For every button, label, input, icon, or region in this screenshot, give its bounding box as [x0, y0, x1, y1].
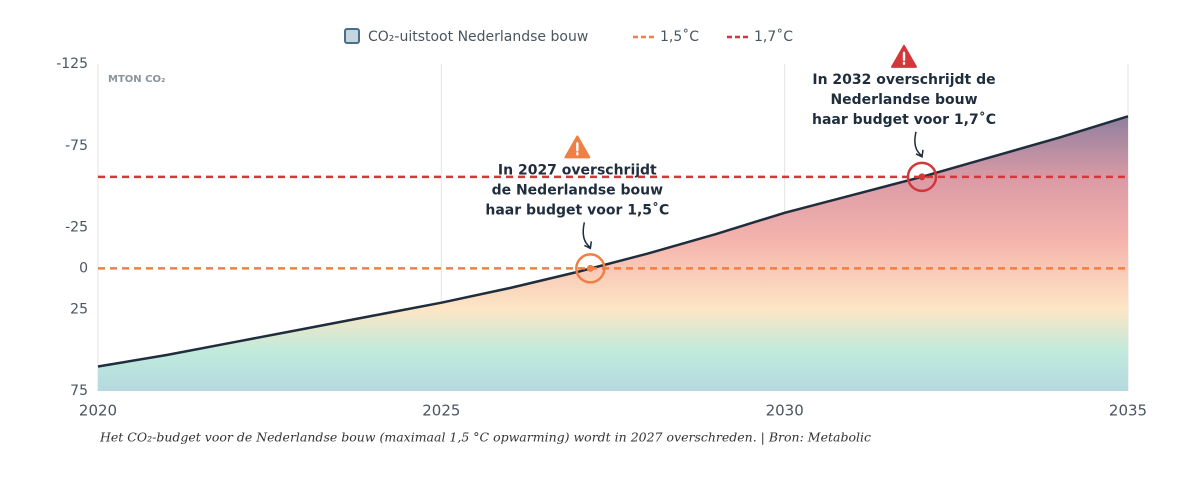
annotation-text: haar budget voor 1,5˚C: [485, 201, 669, 218]
y-tick-label: 25: [70, 301, 88, 317]
annotation-text: In 2032 overschrijdt de: [812, 72, 995, 88]
caption: Het CO₂-budget voor de Nederlandse bouw …: [99, 430, 871, 445]
annotation-arrow: [582, 222, 593, 250]
x-tick-label: 2030: [766, 402, 804, 420]
annotation-text: haar budget voor 1,7˚C: [812, 111, 996, 128]
legend-swatch: [344, 28, 360, 44]
annotation-ring: [906, 161, 938, 193]
annotation-ring: [575, 253, 606, 284]
line: [97, 115, 1129, 368]
y-tick-label: -25: [65, 220, 88, 236]
annotation-dot: [586, 264, 594, 272]
y-tick-label: -75: [65, 138, 88, 154]
annotation-text: de Nederlandse bouw: [492, 182, 664, 198]
y-tick-label: -125: [56, 56, 88, 72]
legend: CO₂-uitstoot Nederlandse bouw 1,5˚C 1,7˚C: [344, 28, 793, 45]
legend-label: CO₂-uitstoot Nederlandse bouw: [368, 29, 588, 45]
x-tick-label: 2035: [1109, 402, 1147, 420]
annotation-dot: [918, 173, 926, 181]
x-tick-label: 2020: [79, 402, 117, 420]
y-tick-label: 0: [79, 260, 88, 276]
plot: [97, 115, 1129, 391]
legend-label: 1,5˚C: [660, 28, 699, 45]
annotation-text: In 2027 overschrijdt: [498, 162, 657, 178]
y-axis-label: MTON CO₂: [108, 74, 165, 85]
annotation-arrow: [914, 131, 924, 158]
annotation-text: Nederlandse bouw: [830, 92, 977, 108]
legend-label: 1,7˚C: [754, 28, 793, 45]
area: [98, 116, 1128, 391]
y-tick-label: 75: [70, 383, 88, 399]
x-tick-label: 2025: [422, 402, 460, 420]
